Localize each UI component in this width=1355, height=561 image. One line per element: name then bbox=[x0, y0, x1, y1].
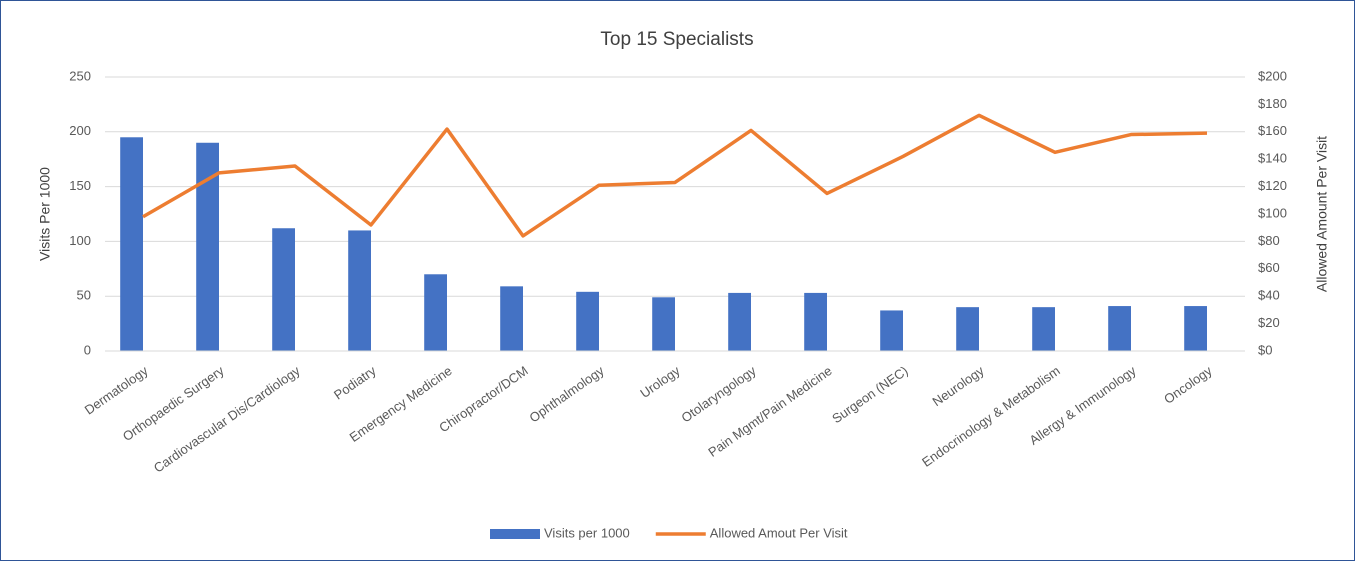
bar bbox=[880, 310, 903, 351]
y2-tick-label: $20 bbox=[1258, 315, 1280, 330]
y-axis-title: Visits Per 1000 bbox=[37, 167, 53, 261]
bar bbox=[272, 228, 295, 351]
y-tick-label: 250 bbox=[69, 68, 91, 83]
y-tick-label: 150 bbox=[69, 178, 91, 193]
y2-tick-label: $140 bbox=[1258, 151, 1287, 166]
y-tick-label: 0 bbox=[84, 342, 91, 357]
bar bbox=[1184, 306, 1207, 351]
legend-label: Visits per 1000 bbox=[544, 525, 630, 540]
bar bbox=[424, 274, 447, 351]
chart-title: Top 15 Specialists bbox=[600, 29, 753, 50]
y2-tick-label: $180 bbox=[1258, 96, 1287, 111]
y2-tick-label: $120 bbox=[1258, 178, 1287, 193]
y2-tick-label: $200 bbox=[1258, 68, 1287, 83]
bar bbox=[1032, 307, 1055, 351]
bar bbox=[1108, 306, 1131, 351]
bar bbox=[120, 137, 143, 351]
y-tick-label: 200 bbox=[69, 123, 91, 138]
bar bbox=[652, 297, 675, 351]
y2-tick-label: $160 bbox=[1258, 123, 1287, 138]
bar bbox=[500, 286, 523, 351]
y2-tick-label: $0 bbox=[1258, 342, 1272, 357]
y2-tick-label: $60 bbox=[1258, 260, 1280, 275]
line bbox=[142, 113, 1208, 238]
y-tick-label: 50 bbox=[77, 288, 91, 303]
legend-label: Allowed Amout Per Visit bbox=[710, 525, 848, 540]
y2-axis-title: Allowed Amount Per Visit bbox=[1314, 136, 1330, 292]
bar bbox=[576, 291, 599, 351]
y2-tick-label: $100 bbox=[1258, 205, 1287, 220]
y-tick-label: 100 bbox=[69, 233, 91, 248]
bar bbox=[804, 292, 827, 351]
legend-swatch bbox=[490, 529, 540, 539]
bar bbox=[728, 292, 751, 351]
y2-tick-label: $80 bbox=[1258, 233, 1280, 248]
bar bbox=[348, 230, 371, 351]
bar bbox=[956, 307, 979, 351]
bar bbox=[196, 142, 219, 351]
y2-tick-label: $40 bbox=[1258, 288, 1280, 303]
